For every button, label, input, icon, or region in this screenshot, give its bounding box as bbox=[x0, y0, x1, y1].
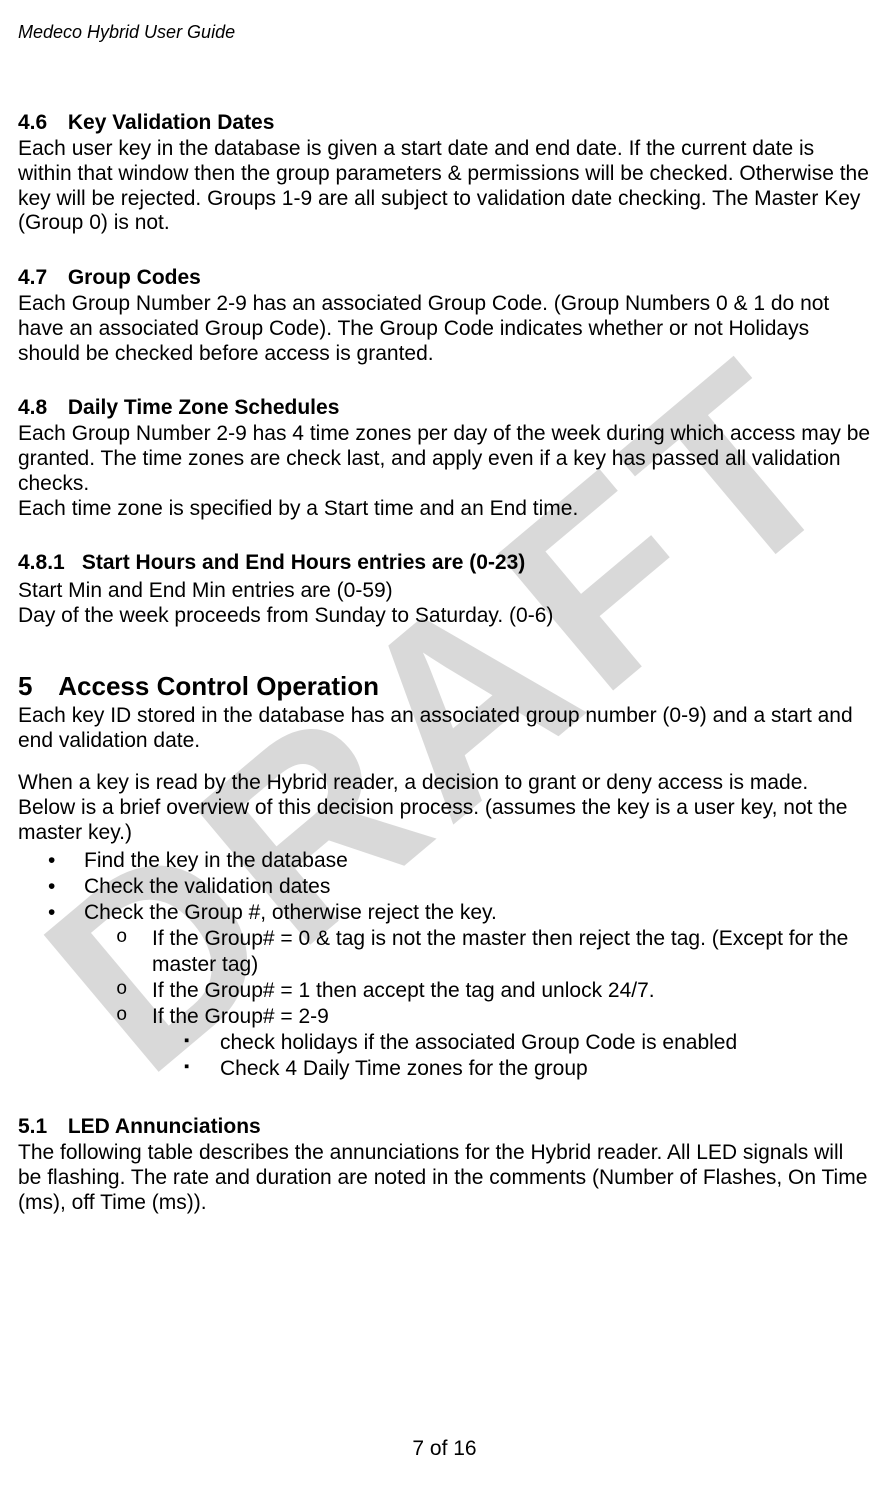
document-page: DRAFT Medeco Hybrid User Guide 4.6 Key V… bbox=[0, 0, 889, 1491]
heading-title: Access Control Operation bbox=[58, 671, 379, 701]
heading-5-1: 5.1 LED Annunciations bbox=[18, 1115, 871, 1139]
heading-number: 4.8 bbox=[18, 396, 62, 420]
heading-number: 4.8.1 bbox=[18, 551, 76, 575]
list-item: Find the key in the database bbox=[18, 848, 871, 873]
paragraph: The following table describes the annunc… bbox=[18, 1141, 871, 1215]
paragraph: Each time zone is specified by a Start t… bbox=[18, 497, 871, 522]
heading-number: 4.7 bbox=[18, 266, 62, 290]
document-header: Medeco Hybrid User Guide bbox=[18, 22, 871, 43]
page-content: Medeco Hybrid User Guide 4.6 Key Validat… bbox=[0, 0, 889, 1216]
heading-number: 5 bbox=[18, 671, 52, 702]
paragraph: Each key ID stored in the database has a… bbox=[18, 704, 871, 754]
paragraph: Each Group Number 2-9 has an associated … bbox=[18, 292, 871, 366]
bullet-list-level-3: check holidays if the associated Group C… bbox=[18, 1030, 871, 1081]
page-footer: 7 of 16 bbox=[0, 1437, 889, 1461]
paragraph: When a key is read by the Hybrid reader,… bbox=[18, 771, 871, 845]
list-item: Check the validation dates bbox=[18, 874, 871, 899]
heading-number: 5.1 bbox=[18, 1115, 62, 1139]
heading-title: Key Validation Dates bbox=[68, 111, 275, 134]
paragraph: Day of the week proceeds from Sunday to … bbox=[18, 604, 871, 629]
heading-title: LED Annunciations bbox=[68, 1115, 261, 1138]
list-item: If the Group# = 2-9 bbox=[18, 1004, 871, 1029]
heading-title: Group Codes bbox=[68, 266, 201, 289]
heading-5: 5 Access Control Operation bbox=[18, 671, 871, 702]
paragraph: Start Min and End Min entries are (0-59) bbox=[18, 579, 871, 604]
heading-4-8-1: 4.8.1 Start Hours and End Hours entries … bbox=[18, 551, 871, 575]
spacer bbox=[18, 753, 871, 771]
bullet-list-level-1: Find the key in the database Check the v… bbox=[18, 848, 871, 926]
paragraph: Each Group Number 2-9 has 4 time zones p… bbox=[18, 422, 871, 496]
list-item: check holidays if the associated Group C… bbox=[18, 1030, 871, 1055]
paragraph: Each user key in the database is given a… bbox=[18, 137, 871, 236]
heading-4-6: 4.6 Key Validation Dates bbox=[18, 111, 871, 135]
list-item: Check the Group #, otherwise reject the … bbox=[18, 900, 871, 925]
heading-4-8: 4.8 Daily Time Zone Schedules bbox=[18, 396, 871, 420]
heading-title: Daily Time Zone Schedules bbox=[68, 396, 340, 419]
list-item: If the Group# = 1 then accept the tag an… bbox=[18, 978, 871, 1003]
heading-4-7: 4.7 Group Codes bbox=[18, 266, 871, 290]
bullet-list-level-2: If the Group# = 0 & tag is not the maste… bbox=[18, 926, 871, 1029]
heading-title: Start Hours and End Hours entries are (0… bbox=[82, 551, 525, 574]
list-item: Check 4 Daily Time zones for the group bbox=[18, 1056, 871, 1081]
heading-number: 4.6 bbox=[18, 111, 62, 135]
list-item: If the Group# = 0 & tag is not the maste… bbox=[18, 926, 871, 976]
